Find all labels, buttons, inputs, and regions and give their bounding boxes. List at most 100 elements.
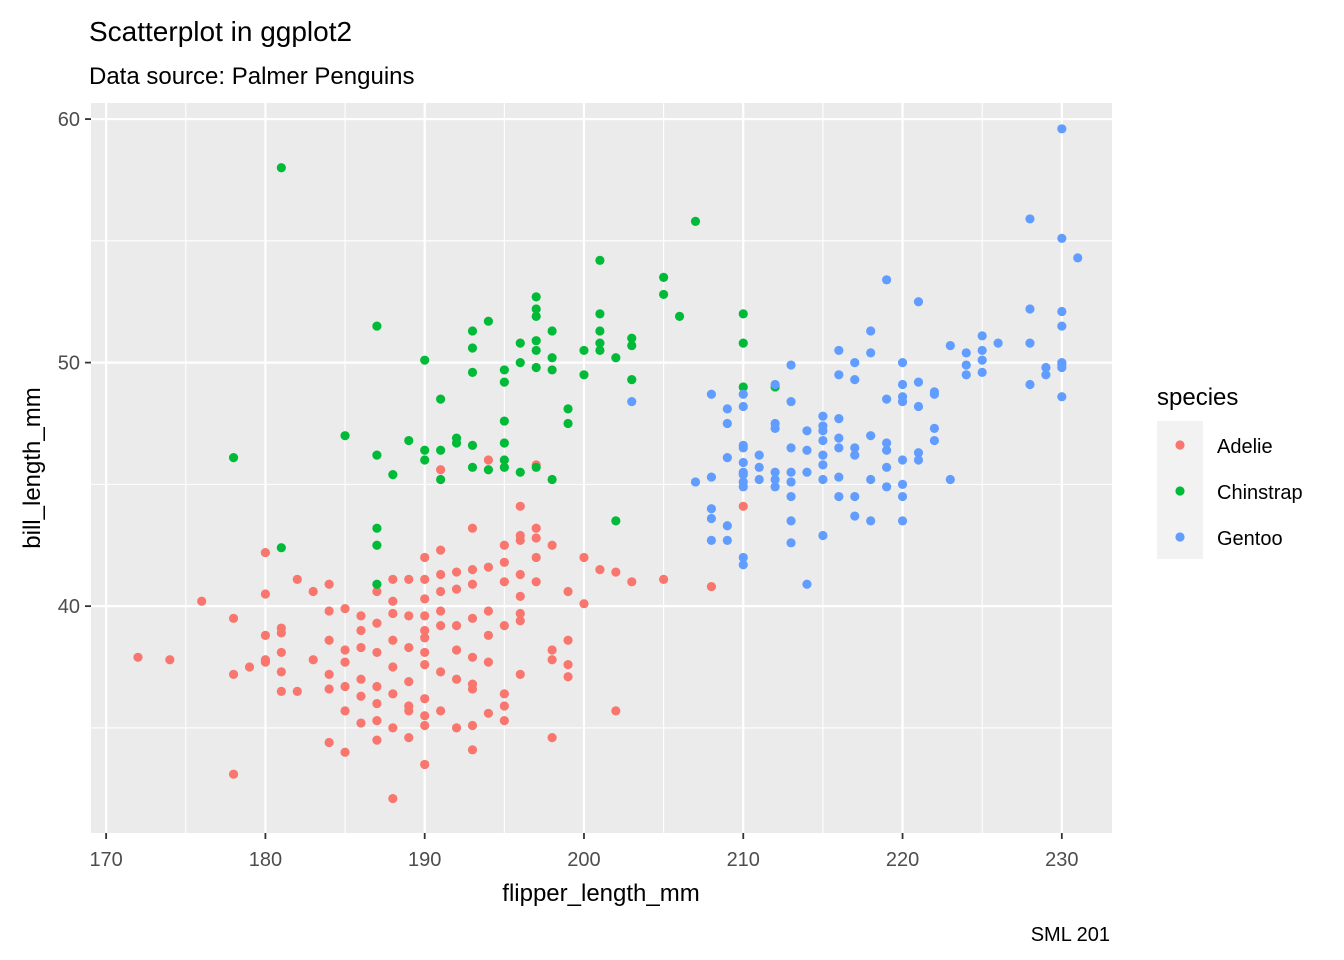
point-gentoo (706, 504, 717, 514)
point-gentoo (754, 462, 764, 472)
point-adelie (451, 584, 462, 594)
point-chinstrap (228, 452, 239, 463)
point-adelie (404, 733, 414, 743)
point-adelie (451, 723, 462, 733)
point-adelie (260, 657, 271, 667)
point-adelie (499, 577, 509, 587)
point-adelie (340, 657, 350, 667)
point-gentoo (977, 331, 987, 341)
point-gentoo (770, 474, 780, 485)
point-chinstrap (531, 345, 541, 356)
point-gentoo (866, 516, 876, 526)
point-gentoo (818, 460, 828, 470)
x-axis-tick-labels: 170 180 190 200 210 220 230 (89, 849, 1078, 871)
point-gentoo (722, 404, 732, 414)
point-adelie (451, 621, 462, 631)
point-chinstrap (579, 345, 589, 356)
x-tick-label: 230 (1045, 849, 1078, 871)
point-gentoo (738, 482, 748, 492)
point-adelie (420, 659, 430, 670)
chart-caption: SML 201 (1031, 924, 1110, 946)
point-gentoo (977, 345, 987, 356)
point-gentoo (802, 579, 812, 589)
point-gentoo (897, 396, 908, 407)
point-gentoo (818, 450, 828, 460)
point-chinstrap (467, 343, 478, 353)
point-gentoo (834, 491, 844, 502)
point-gentoo (897, 455, 908, 465)
y-tick-label: 40 (58, 596, 80, 618)
point-adelie (467, 579, 478, 589)
point-chinstrap (388, 470, 398, 480)
point-adelie (372, 735, 382, 745)
point-adelie (579, 599, 589, 609)
point-chinstrap (627, 340, 637, 351)
point-adelie (324, 737, 334, 748)
point-gentoo (913, 455, 924, 465)
point-adelie (451, 674, 462, 684)
point-gentoo (897, 358, 908, 368)
point-adelie (467, 523, 478, 533)
point-gentoo (1057, 233, 1067, 244)
point-adelie (467, 684, 478, 694)
point-gentoo (706, 513, 717, 524)
point-chinstrap (659, 272, 669, 282)
point-chinstrap (611, 353, 621, 363)
point-adelie (165, 655, 175, 665)
x-tick-label: 200 (567, 849, 600, 871)
point-chinstrap (499, 438, 509, 448)
point-adelie (388, 662, 398, 672)
point-adelie (404, 706, 414, 716)
point-adelie (420, 647, 430, 658)
point-adelie (738, 501, 748, 511)
point-adelie (499, 689, 509, 699)
point-adelie (388, 793, 398, 804)
point-gentoo (738, 389, 748, 399)
point-chinstrap (404, 435, 414, 446)
point-adelie (260, 589, 271, 599)
point-chinstrap (499, 365, 509, 375)
legend-key-gentoo (1175, 532, 1185, 542)
point-adelie (436, 465, 446, 475)
point-adelie (436, 545, 446, 555)
point-gentoo (770, 482, 780, 492)
point-gentoo (770, 467, 780, 477)
point-adelie (308, 586, 318, 597)
point-adelie (404, 677, 414, 687)
axis-ticks (85, 118, 1063, 839)
point-adelie (340, 706, 350, 716)
point-adelie (436, 569, 446, 580)
point-adelie (547, 645, 557, 655)
point-gentoo (770, 423, 780, 433)
x-tick-label: 190 (408, 849, 441, 871)
point-adelie (260, 547, 271, 558)
point-gentoo (850, 491, 860, 502)
point-gentoo (818, 530, 828, 541)
point-adelie (420, 611, 430, 621)
point-gentoo (850, 358, 860, 368)
legend-label-chinstrap: Chinstrap (1217, 482, 1303, 504)
x-tick-label: 210 (727, 849, 760, 871)
point-adelie (595, 565, 605, 575)
point-chinstrap (531, 362, 541, 373)
point-adelie (324, 579, 334, 589)
point-chinstrap (595, 309, 605, 319)
point-gentoo (738, 470, 748, 480)
point-adelie (499, 621, 509, 631)
point-adelie (404, 611, 414, 621)
point-adelie (436, 586, 446, 597)
point-gentoo (882, 462, 892, 472)
point-chinstrap (276, 163, 286, 173)
point-adelie (276, 647, 286, 658)
point-adelie (483, 630, 494, 640)
legend: species Adelie Chinstrap Gentoo (1157, 384, 1303, 559)
point-gentoo (722, 521, 732, 531)
point-chinstrap (595, 338, 605, 348)
point-gentoo (882, 482, 892, 492)
point-chinstrap (467, 462, 478, 472)
point-chinstrap (372, 540, 382, 550)
point-gentoo (706, 389, 717, 399)
point-adelie (324, 684, 334, 694)
point-chinstrap (499, 455, 509, 465)
point-gentoo (913, 297, 924, 307)
